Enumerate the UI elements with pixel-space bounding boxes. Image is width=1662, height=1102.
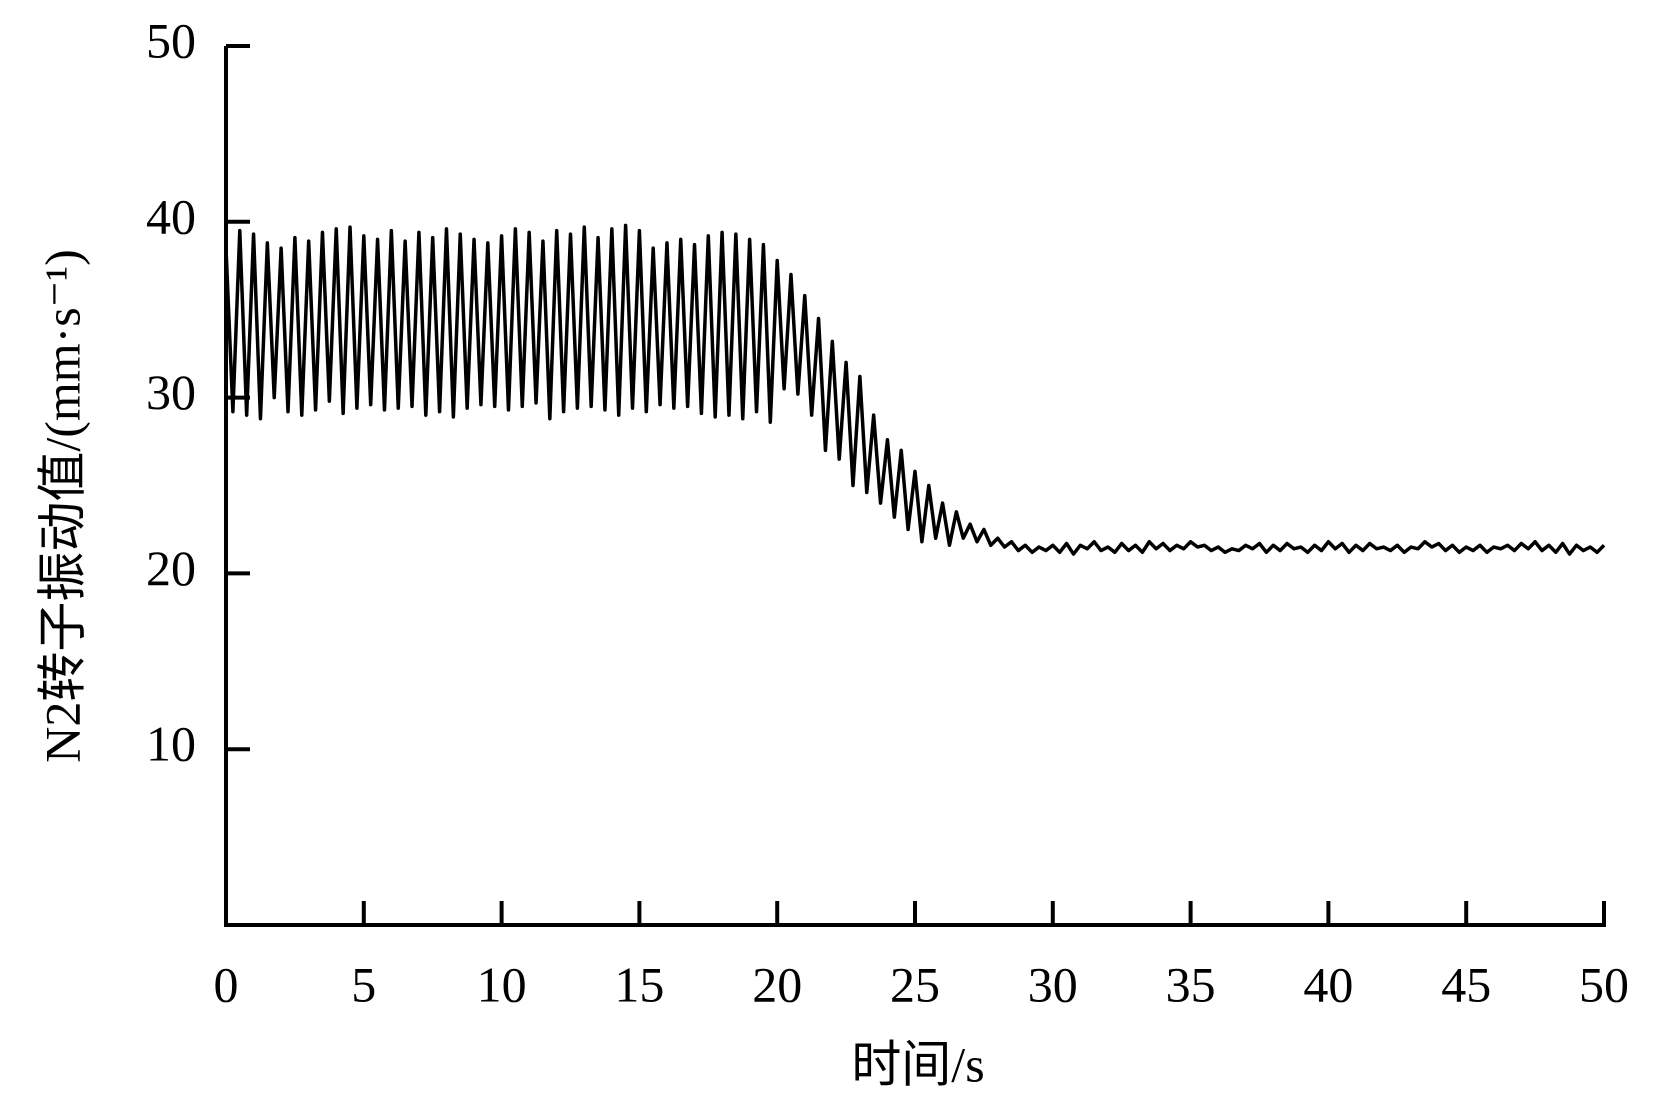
- y-axis-label: N2转子振动值/(mm·s⁻¹): [34, 249, 90, 763]
- x-tick-label: 35: [1166, 956, 1216, 1012]
- x-tick-label: 20: [752, 956, 802, 1012]
- y-tick-label: 20: [146, 540, 196, 596]
- x-tick-label: 10: [477, 956, 527, 1012]
- x-tick-label: 5: [351, 956, 376, 1012]
- x-tick-label: 0: [214, 956, 239, 1012]
- y-tick-label: 10: [146, 716, 196, 772]
- y-tick-label: 30: [146, 364, 196, 420]
- x-tick-label: 45: [1441, 956, 1491, 1012]
- y-tick-label: 50: [146, 12, 196, 68]
- x-tick-label: 25: [890, 956, 940, 1012]
- x-tick-label: 40: [1303, 956, 1353, 1012]
- x-tick-label: 15: [614, 956, 664, 1012]
- x-axis-label: 时间/s: [851, 1036, 984, 1092]
- data-line: [224, 223, 1606, 556]
- x-tick-label: 30: [1028, 956, 1078, 1012]
- y-tick-label: 40: [146, 188, 196, 244]
- x-tick-label: 50: [1579, 956, 1629, 1012]
